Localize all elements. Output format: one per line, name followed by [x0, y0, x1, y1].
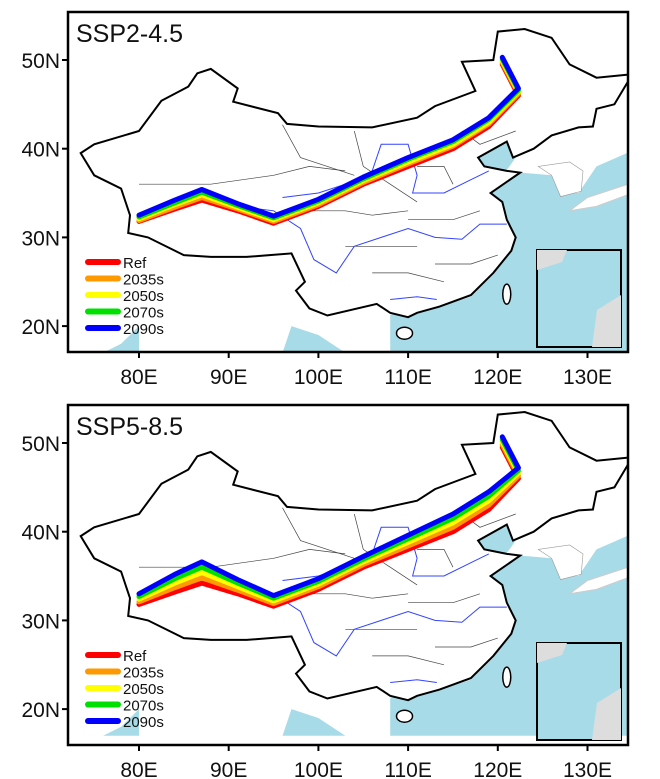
- japan: [569, 183, 628, 212]
- china-outline: [79, 410, 628, 702]
- x-tick-label: 80E: [120, 759, 157, 779]
- korea: [537, 161, 584, 197]
- province-border: [139, 166, 346, 185]
- legend-label: 2070s: [123, 305, 164, 322]
- map-frame: [66, 403, 630, 747]
- y-tick-label: 40N: [21, 522, 60, 545]
- legend-label: Ref: [123, 648, 147, 665]
- province-border: [372, 655, 445, 666]
- inset-land: [592, 688, 621, 740]
- legend-label: 2050s: [123, 288, 164, 305]
- legend-label: 2090s: [123, 714, 164, 731]
- belt-2090s: [136, 54, 521, 219]
- andaman-sea: [282, 709, 346, 736]
- andaman-sea: [282, 326, 345, 352]
- x-tick-label: 100E: [294, 366, 343, 389]
- river: [282, 143, 490, 198]
- indian-ocean: [103, 709, 139, 736]
- hainan-island: [395, 326, 414, 340]
- panel-title: SSP2-4.5: [76, 20, 183, 48]
- x-tick-label: 120E: [473, 759, 522, 779]
- legend-label: 2035s: [123, 272, 164, 289]
- river: [390, 296, 437, 300]
- inset-land: [592, 295, 621, 347]
- x-tick-label: 90E: [210, 759, 247, 779]
- province-border: [408, 593, 481, 604]
- x-tick-label: 80E: [120, 366, 157, 389]
- belt-2090s: [136, 434, 521, 599]
- river: [237, 588, 507, 657]
- x-tick-label: 120E: [473, 366, 522, 389]
- province-border: [282, 124, 355, 176]
- bohai-sea: [478, 143, 516, 170]
- y-tick-label: 50N: [21, 50, 60, 73]
- inset-land: [537, 643, 567, 663]
- province-border: [435, 254, 498, 265]
- inset-land: [537, 250, 567, 270]
- legend-label: 2090s: [123, 321, 164, 338]
- map-frame: [66, 10, 630, 354]
- china-outline: [79, 27, 628, 319]
- indian-ocean: [104, 326, 139, 352]
- legend-label: Ref: [123, 255, 147, 272]
- legend-label: 2035s: [123, 665, 164, 682]
- province-border: [408, 210, 481, 221]
- x-tick-label: 110E: [384, 366, 432, 389]
- y-tick-label: 20N: [21, 316, 60, 339]
- province-border: [300, 210, 409, 216]
- river: [237, 205, 507, 274]
- province-border: [372, 272, 445, 283]
- province-border: [435, 637, 498, 648]
- y-tick-label: 20N: [21, 699, 60, 722]
- x-tick-label: 130E: [563, 759, 612, 779]
- river: [390, 679, 437, 683]
- province-border: [282, 507, 355, 559]
- japan: [569, 566, 628, 595]
- x-tick-label: 110E: [384, 759, 432, 779]
- x-tick-label: 100E: [294, 759, 343, 779]
- province-border: [300, 593, 409, 599]
- province-border: [417, 549, 454, 568]
- province-border: [417, 166, 454, 185]
- hainan-island: [395, 709, 414, 723]
- y-tick-label: 30N: [21, 610, 60, 633]
- legend-label: 2070s: [123, 698, 164, 715]
- y-tick-label: 40N: [21, 139, 60, 162]
- bohai-sea: [478, 526, 516, 553]
- y-tick-label: 50N: [21, 433, 60, 456]
- y-tick-label: 30N: [21, 227, 60, 250]
- x-tick-label: 90E: [210, 366, 247, 389]
- x-tick-label: 130E: [563, 366, 612, 389]
- taiwan-island: [502, 283, 512, 305]
- panel-title: SSP5-8.5: [76, 413, 183, 441]
- taiwan-island: [502, 666, 512, 688]
- legend-label: 2050s: [123, 681, 164, 698]
- korea: [537, 544, 584, 580]
